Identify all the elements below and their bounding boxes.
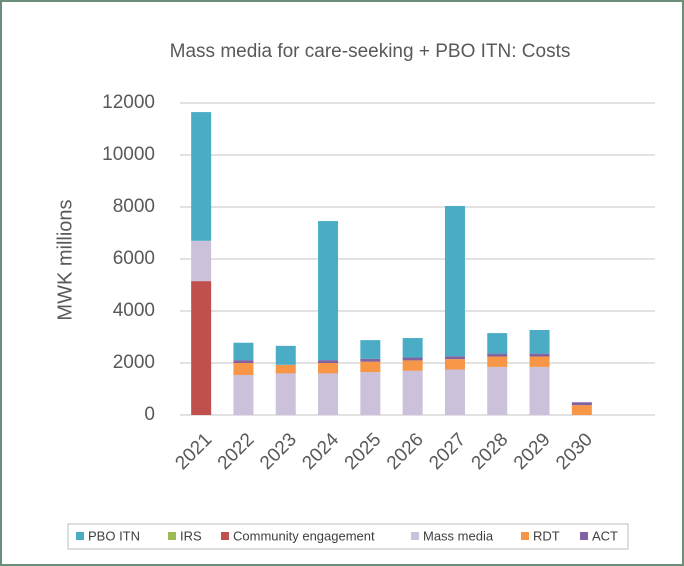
legend-label: RDT <box>533 528 560 543</box>
y-tick-label: 4000 <box>113 300 155 321</box>
bar-segment <box>487 333 508 354</box>
bar-segment <box>318 363 339 374</box>
y-tick-label: 0 <box>144 404 155 425</box>
bar-segment <box>275 345 296 365</box>
y-tick-label: 12000 <box>102 92 155 113</box>
bar-segment <box>487 356 508 367</box>
bar-segment <box>191 281 212 415</box>
legend-swatch <box>411 532 419 540</box>
bar-segment <box>487 366 508 415</box>
bar-segment <box>318 360 339 363</box>
bar-segment <box>402 370 423 415</box>
legend-label: PBO ITN <box>88 528 140 543</box>
legend-box <box>67 523 629 550</box>
bar-segment <box>402 357 423 361</box>
bar-segment <box>275 364 296 374</box>
bar-segment <box>275 373 296 415</box>
bar-segment <box>360 340 381 359</box>
legend-swatch <box>521 532 529 540</box>
y-tick-label: 2000 <box>113 352 155 373</box>
bar-segment <box>360 358 381 362</box>
legend-label: Mass media <box>423 528 494 543</box>
bar-segment <box>191 240 212 282</box>
y-tick-label: 6000 <box>113 248 155 269</box>
bar-segment <box>233 342 254 361</box>
y-tick-label: 8000 <box>113 196 155 217</box>
legend-swatch <box>168 532 176 540</box>
bar-segment <box>233 374 254 415</box>
bar-segment <box>360 372 381 415</box>
bar-segment <box>444 359 465 370</box>
bar-segment <box>233 360 254 363</box>
bar-segment <box>571 405 592 415</box>
y-axis-label: MWK millions <box>54 199 76 320</box>
bar-segment <box>487 353 508 357</box>
legend-label: ACT <box>592 528 618 543</box>
legend-label: IRS <box>180 528 202 543</box>
bar-segment <box>233 363 254 375</box>
bar-segment <box>444 356 465 360</box>
bar-segment <box>529 356 550 367</box>
legend-swatch <box>76 532 84 540</box>
legend-swatch <box>580 532 588 540</box>
bar-segment <box>529 366 550 415</box>
bar-segment <box>360 361 381 373</box>
legend-swatch <box>221 532 229 540</box>
legend-label: Community engagement <box>233 528 375 543</box>
bar-segment <box>318 221 339 361</box>
bar-segment <box>191 112 212 241</box>
bar-segment <box>318 373 339 415</box>
bar-segment <box>571 402 592 406</box>
bar-segment <box>402 360 423 371</box>
bar-segment <box>444 205 465 357</box>
bar-segment <box>529 353 550 357</box>
bar-segment <box>444 369 465 415</box>
chart-title: Mass media for care-seeking + PBO ITN: C… <box>170 41 571 62</box>
bar-segment <box>402 338 423 358</box>
bar-segment <box>529 329 550 354</box>
y-tick-label: 10000 <box>102 144 155 165</box>
